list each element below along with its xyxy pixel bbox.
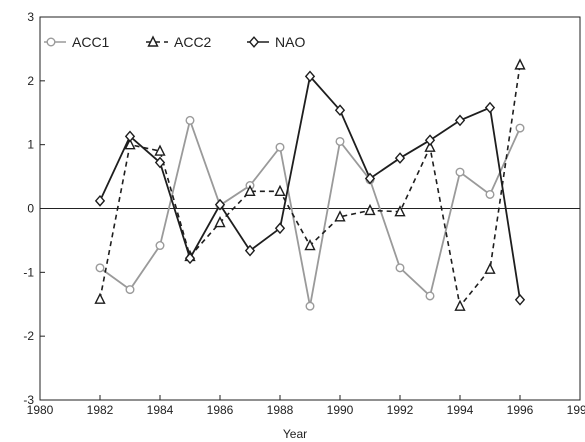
data-point-nao <box>304 70 316 83</box>
data-point-nao <box>484 101 496 114</box>
data-point-acc2 <box>94 292 106 304</box>
legend-marker-nao <box>248 36 260 48</box>
data-point-acc2 <box>154 144 166 156</box>
legend: ACC1 ACC2 NAO <box>44 34 305 50</box>
legend-item-acc1: ACC1 <box>44 34 110 50</box>
data-point-acc1 <box>485 189 495 199</box>
data-point-acc2 <box>124 138 136 150</box>
data-point-nao <box>94 194 106 207</box>
x-tick-label: 1998 <box>567 403 585 417</box>
legend-marker-acc1 <box>46 37 56 47</box>
data-point-nao <box>454 114 466 127</box>
x-axis-title: Year <box>283 427 307 441</box>
data-point-acc2 <box>454 299 466 311</box>
legend-item-acc2: ACC2 <box>146 34 212 50</box>
data-point-acc2 <box>334 210 346 222</box>
data-point-acc1 <box>125 285 135 295</box>
data-point-nao <box>214 198 226 211</box>
y-tick-label: -3 <box>23 393 34 407</box>
data-point-acc1 <box>515 123 525 133</box>
data-point-acc2 <box>364 203 376 216</box>
data-point-nao <box>394 152 406 164</box>
data-point-nao <box>184 252 196 265</box>
series-layer <box>94 58 526 311</box>
x-tick-label: 1984 <box>147 403 174 417</box>
data-point-acc2 <box>514 58 526 70</box>
data-point-acc1 <box>425 291 435 301</box>
data-point-acc2 <box>424 140 436 152</box>
series-acc2 <box>94 58 526 311</box>
data-point-acc1 <box>275 142 285 152</box>
legend-marker-acc2 <box>147 35 159 47</box>
series-nao <box>94 70 526 306</box>
data-point-acc1 <box>185 115 195 125</box>
data-point-nao <box>274 222 286 235</box>
y-tick-label: 2 <box>27 74 34 88</box>
data-point-acc2 <box>214 215 226 228</box>
x-tick-label: 1990 <box>327 403 354 417</box>
data-point-nao <box>334 104 346 117</box>
y-tick-label: -1 <box>23 265 34 279</box>
data-point-acc1 <box>95 263 105 273</box>
data-point-acc1 <box>335 136 345 146</box>
legend-label-acc2: ACC2 <box>174 34 212 50</box>
y-tick-label: -2 <box>23 329 34 343</box>
x-tick-label: 1982 <box>87 403 114 417</box>
legend-item-nao: NAO <box>247 34 305 50</box>
x-tick-label: 1994 <box>447 403 474 417</box>
data-point-nao <box>424 134 436 147</box>
data-point-nao <box>124 130 136 143</box>
legend-label-nao: NAO <box>275 34 305 50</box>
data-point-nao <box>244 244 256 257</box>
y-tick-label: 1 <box>27 138 34 152</box>
data-point-acc2 <box>484 262 496 274</box>
x-tick-label: 1980 <box>27 403 54 417</box>
data-point-acc1 <box>455 167 465 177</box>
data-point-acc1 <box>155 241 165 251</box>
axis-ticks: 1980 1982 1984 1986 1988 1990 1992 1994 1996 1998… <box>23 10 585 417</box>
x-tick-label: 1996 <box>507 403 534 417</box>
legend-label-acc1: ACC1 <box>72 34 110 50</box>
data-point-acc1 <box>305 301 315 311</box>
data-point-nao <box>514 293 526 306</box>
x-tick-label: 1986 <box>207 403 234 417</box>
data-point-acc2 <box>394 205 406 217</box>
y-tick-label: 3 <box>27 10 34 24</box>
x-tick-label: 1992 <box>387 403 414 417</box>
data-point-acc2 <box>244 184 256 196</box>
data-point-nao <box>154 156 166 169</box>
series-line-acc1 <box>99 117 521 307</box>
data-point-acc1 <box>395 263 405 273</box>
x-tick-label: 1988 <box>267 403 294 417</box>
data-point-acc2 <box>304 238 316 251</box>
data-point-nao <box>364 172 376 185</box>
y-tick-label: 0 <box>27 202 34 216</box>
data-point-acc2 <box>274 184 286 196</box>
